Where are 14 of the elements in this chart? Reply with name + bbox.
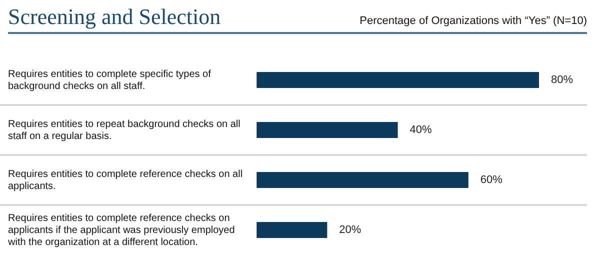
bar [256,122,398,138]
y-tick-label: Requires entities to complete reference checks on all applicants. [8,168,243,192]
data-label: 40% [410,124,432,136]
y-tick-label: Requires entities to complete reference checks on applicants if the applicant was previously employed with the organization at a different location. [7,212,235,248]
bar [256,172,468,188]
data-label: 80% [551,74,574,86]
data-label: 20% [339,224,362,236]
data-label: 60% [480,174,503,186]
chart-subtitle: Percentage of Organizations with “Yes” (N=10) [360,15,587,27]
y-tick-label: Requires entities to repeat background checks on all staff on a regular basis. [8,118,240,142]
y-tick-label: Requires entities to complete specific types of background checks on all staff. [8,68,212,92]
bar [256,72,539,88]
bar [256,222,328,238]
chart-title: Screening and Selection [8,4,221,30]
